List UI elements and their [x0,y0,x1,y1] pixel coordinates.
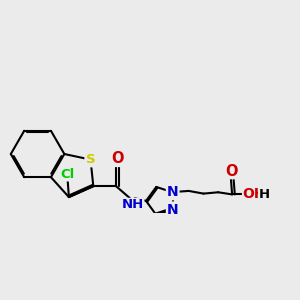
Text: N: N [167,202,178,217]
Text: O: O [225,164,238,178]
Text: NH: NH [122,198,144,212]
Text: O: O [111,152,124,166]
Text: H: H [259,188,270,201]
Text: OH: OH [243,188,266,201]
Text: N: N [167,185,178,199]
Text: S: S [86,153,95,166]
Text: Cl: Cl [60,168,75,181]
